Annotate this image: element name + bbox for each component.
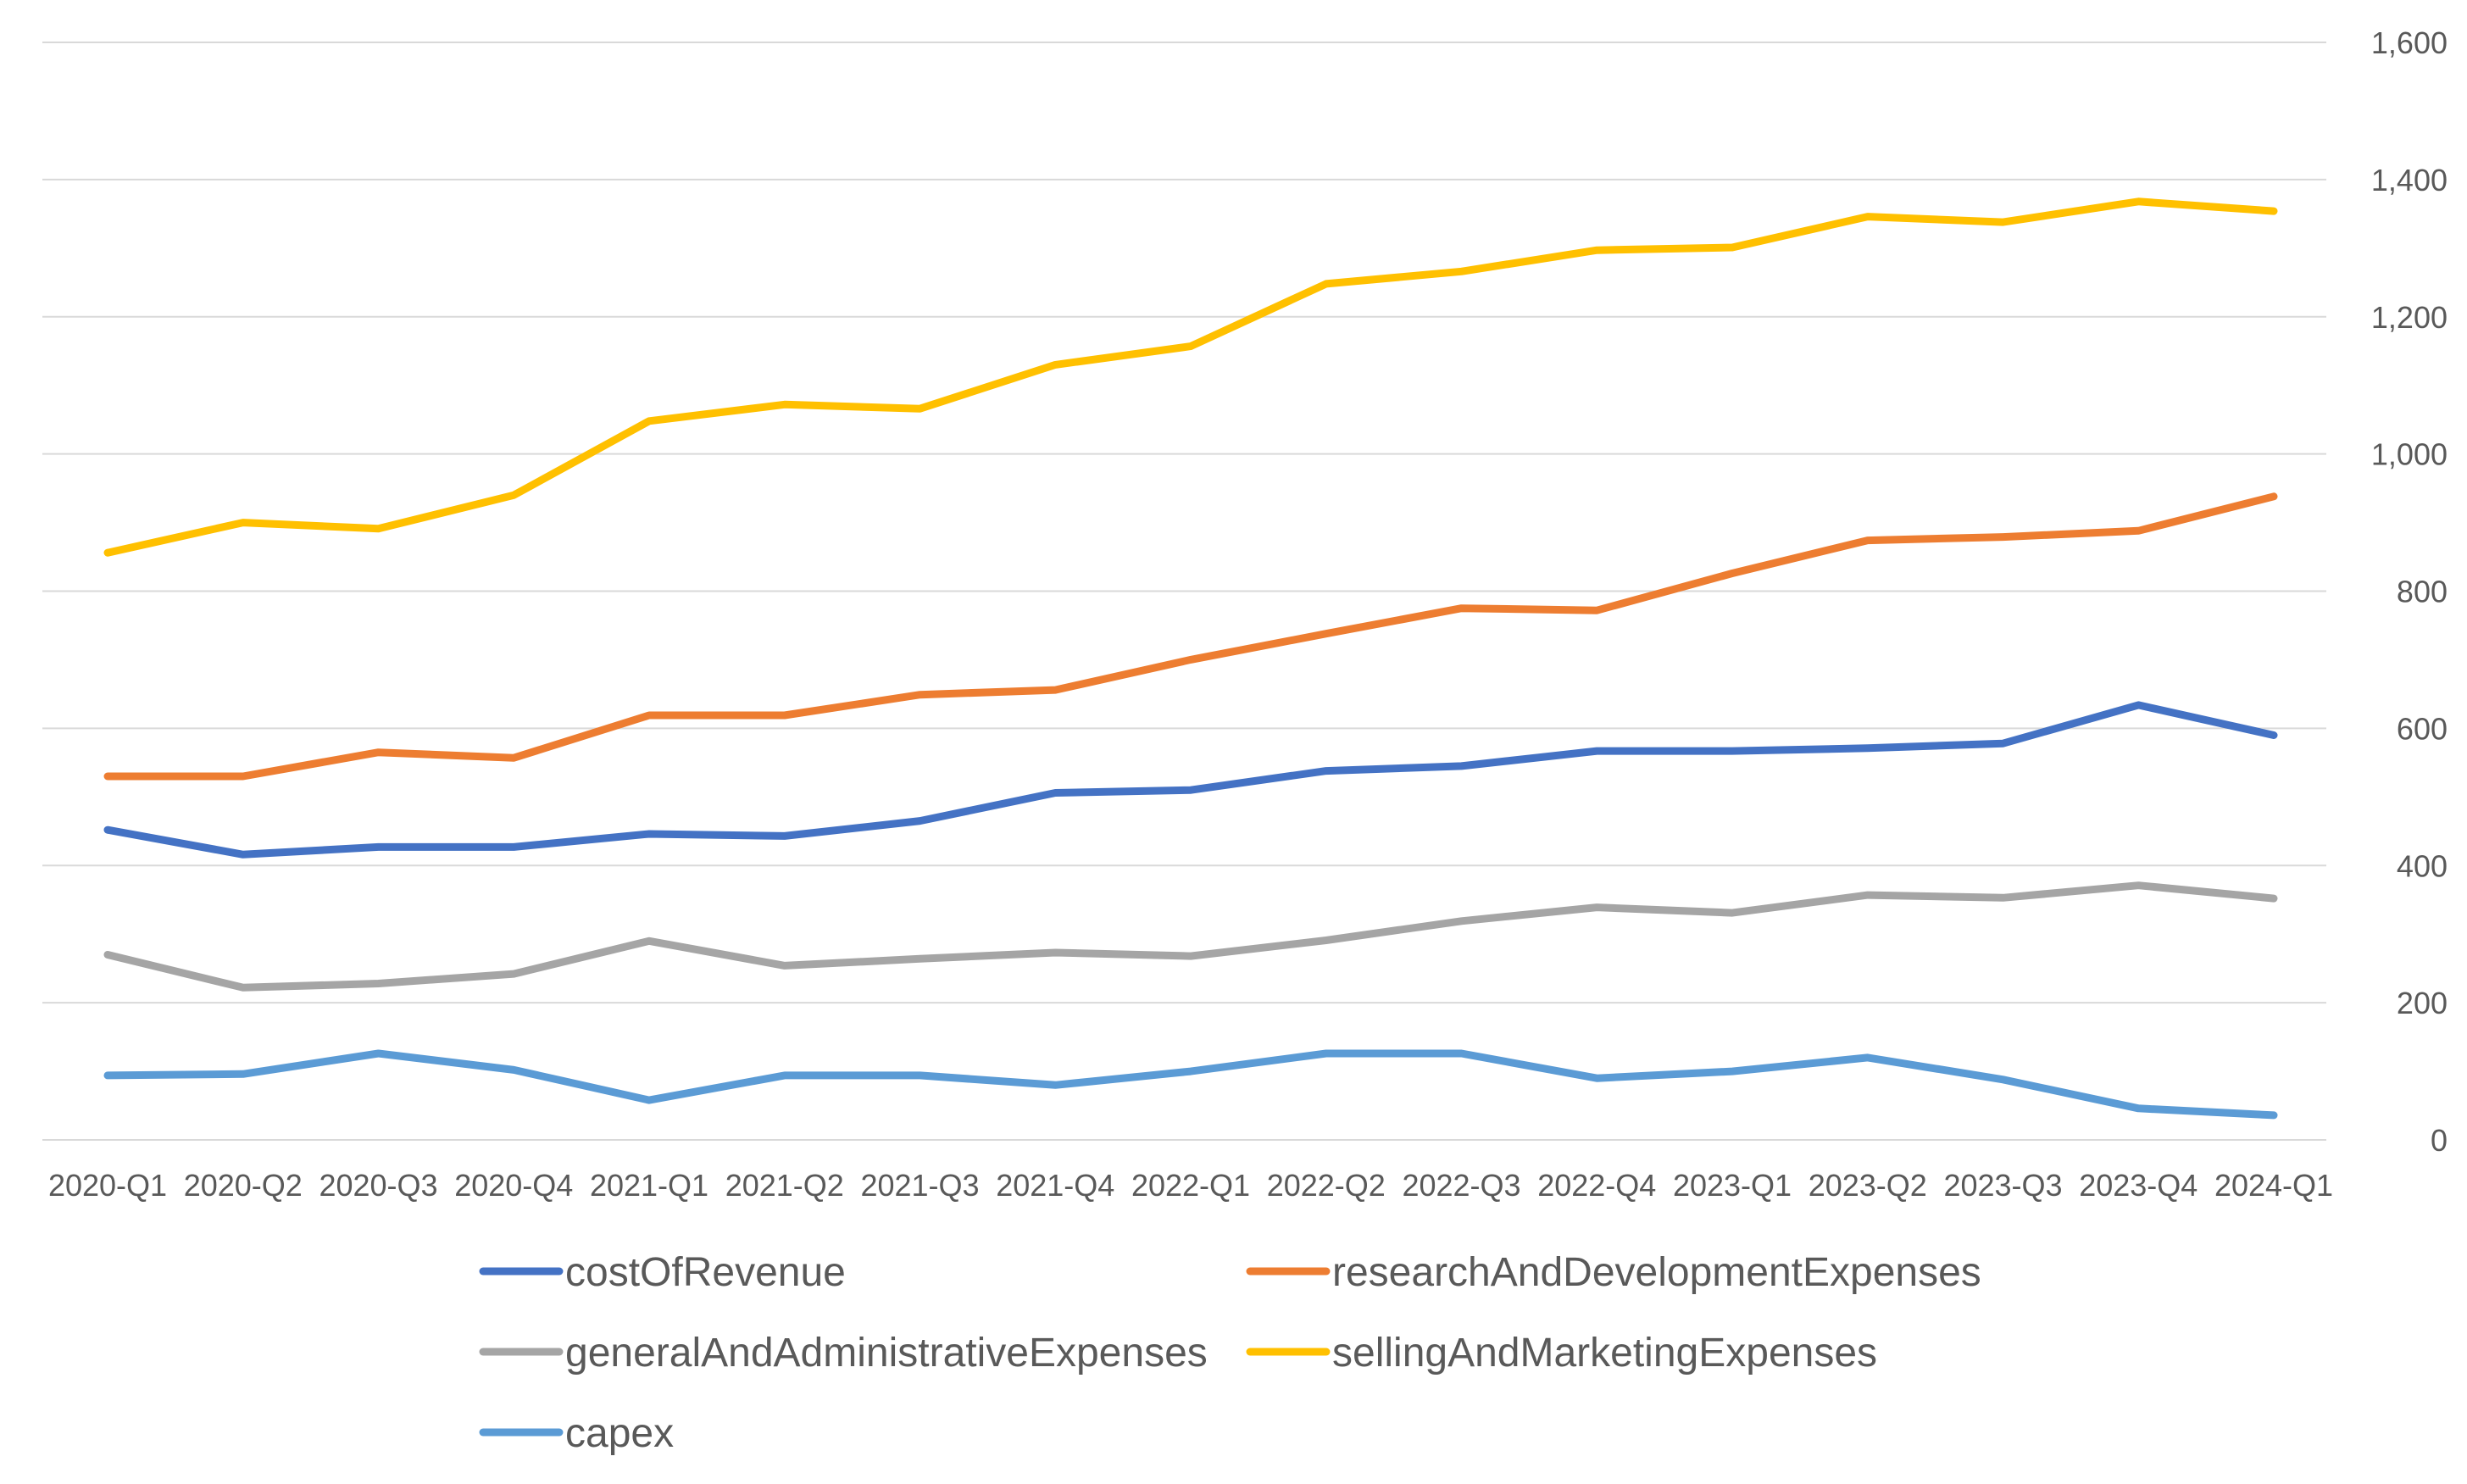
y-tick-label: 1,600 bbox=[2371, 25, 2448, 60]
y-tick-label: 0 bbox=[2431, 1123, 2448, 1158]
y-tick-label: 1,200 bbox=[2371, 300, 2448, 335]
legend-label-researchAndDevelopmentExpenses: researchAndDevelopmentExpenses bbox=[1332, 1250, 1981, 1295]
x-tick-label: 2023-Q1 bbox=[1673, 1168, 1792, 1203]
series-line-researchAndDevelopmentExpenses bbox=[103, 492, 2278, 781]
x-tick-label: 2022-Q2 bbox=[1267, 1168, 1386, 1203]
x-tick-label: 2022-Q1 bbox=[1131, 1168, 1250, 1203]
x-tick-label: 2023-Q2 bbox=[1809, 1168, 1927, 1203]
series-line-capex bbox=[103, 1049, 2278, 1120]
y-tick-label: 800 bbox=[2397, 575, 2448, 609]
y-tick-label: 1,000 bbox=[2371, 437, 2448, 472]
x-tick-label: 2024-Q1 bbox=[2214, 1168, 2333, 1203]
legend-label-sellingAndMarketingExpenses: sellingAndMarketingExpenses bbox=[1332, 1331, 1877, 1376]
x-tick-label: 2021-Q1 bbox=[590, 1168, 708, 1203]
x-tick-label: 2021-Q3 bbox=[860, 1168, 979, 1203]
x-tick-label: 2020-Q1 bbox=[48, 1168, 167, 1203]
legend-label-costOfRevenue: costOfRevenue bbox=[565, 1250, 846, 1295]
x-tick-label: 2021-Q2 bbox=[725, 1168, 844, 1203]
x-tick-label: 2021-Q4 bbox=[996, 1168, 1114, 1203]
x-tick-label: 2022-Q4 bbox=[1537, 1168, 1656, 1203]
legend: costOfRevenue researchAndDevelopmentExpen… bbox=[479, 1250, 1981, 1456]
legend-label-capex: capex bbox=[565, 1411, 674, 1456]
y-tick-label: 600 bbox=[2397, 711, 2448, 746]
legend-label-generalAndAdministrativeExpenses: generalAndAdministrativeExpenses bbox=[565, 1331, 1208, 1376]
series-lines bbox=[103, 197, 2278, 1120]
y-tick-label: 1,400 bbox=[2371, 163, 2448, 197]
x-tick-label: 2023-Q4 bbox=[2079, 1168, 2198, 1203]
gridlines bbox=[42, 42, 2326, 1141]
x-axis-ticks: 2020-Q1 2020-Q2 2020-Q3 2020-Q4 2021-Q1 2021-… bbox=[48, 1168, 2333, 1203]
x-tick-label: 2023-Q3 bbox=[1943, 1168, 2062, 1203]
series-line-generalAndAdministrativeExpenses bbox=[103, 881, 2278, 992]
y-tick-label: 200 bbox=[2397, 986, 2448, 1020]
y-axis-ticks: 0 200 400 600 800 1,000 1,200 1,400 1,600 bbox=[2371, 25, 2448, 1158]
series-line-costOfRevenue bbox=[103, 701, 2278, 859]
series-line-sellingAndMarketingExpenses bbox=[103, 197, 2278, 557]
x-tick-label: 2020-Q2 bbox=[184, 1168, 303, 1203]
y-tick-label: 400 bbox=[2397, 848, 2448, 883]
x-tick-label: 2020-Q4 bbox=[454, 1168, 573, 1203]
x-tick-label: 2022-Q3 bbox=[1402, 1168, 1520, 1203]
x-tick-label: 2020-Q3 bbox=[319, 1168, 437, 1203]
